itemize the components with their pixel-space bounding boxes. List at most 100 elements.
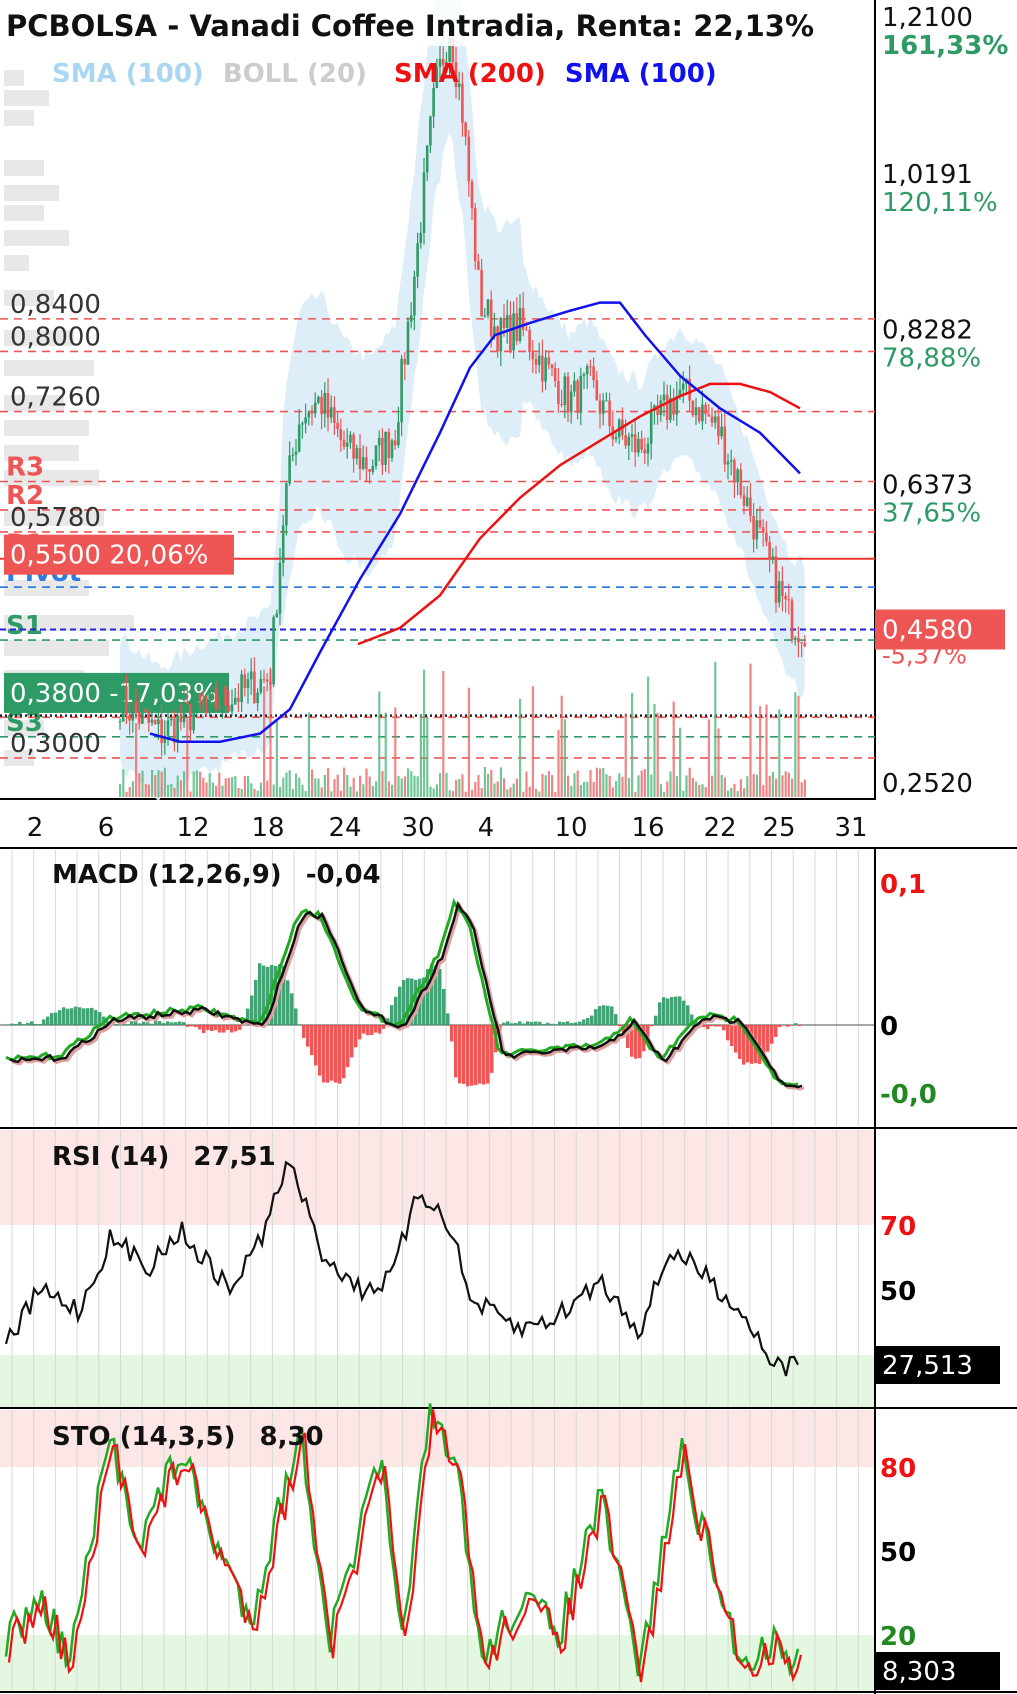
- volume-bar: [371, 785, 374, 797]
- volume-bar: [682, 790, 685, 797]
- volume-bar: [512, 783, 515, 797]
- volume-bar: [131, 781, 134, 797]
- macd-hist-bar: [406, 978, 410, 1025]
- sto-tick-50: 50: [880, 1538, 916, 1568]
- volume-bar: [659, 784, 662, 797]
- volume-bar: [746, 776, 749, 797]
- rsi-overbought-zone: [0, 1130, 875, 1225]
- candle-body: [489, 299, 493, 337]
- volume-bar: [333, 779, 336, 797]
- level-label: S1: [6, 611, 43, 641]
- macd-hist-bar: [486, 1025, 490, 1084]
- macd-hist-bar: [778, 1025, 782, 1028]
- candle-body: [745, 497, 749, 506]
- volume-bar: [429, 786, 432, 797]
- volume-bar: [199, 771, 202, 797]
- volume-bar: [163, 767, 166, 797]
- macd-hist-bar: [390, 1005, 394, 1025]
- candle-body: [422, 172, 426, 233]
- macd-hist-bar: [126, 1024, 130, 1025]
- candle-body: [713, 416, 717, 423]
- legend-sma200: SMA (200): [394, 59, 546, 89]
- volume-profile-bar: [4, 360, 94, 376]
- macd-hist-bar: [290, 993, 294, 1025]
- candle-body: [681, 383, 685, 390]
- volume-bar: [791, 778, 794, 797]
- macd-hist-bar: [646, 1025, 650, 1039]
- volume-profile-bar: [4, 720, 44, 736]
- volume-bar: [355, 791, 358, 797]
- macd-hist-bar: [26, 1022, 30, 1025]
- volume-bar: [490, 769, 493, 797]
- volume-bar: [195, 770, 198, 797]
- volume-bar: [320, 787, 323, 797]
- candle-body: [579, 375, 583, 413]
- candle-body: [726, 461, 730, 465]
- volume-bar: [576, 770, 579, 797]
- candle-body: [262, 679, 266, 681]
- candle-body: [576, 380, 579, 413]
- macd-hist-bar: [90, 1007, 94, 1025]
- macd-tick-bottom: -0,0: [880, 1080, 937, 1110]
- candle-body: [400, 358, 403, 423]
- candle-body: [573, 380, 576, 392]
- candle-body: [701, 404, 704, 422]
- volume-bar: [797, 695, 800, 797]
- candle-body: [288, 455, 291, 484]
- volume-bar: [570, 785, 573, 797]
- candle-body: [541, 355, 544, 382]
- candle-body: [637, 438, 640, 453]
- candle-body: [390, 440, 394, 458]
- rsi-tick-50: 50: [880, 1277, 916, 1307]
- volume-bar: [167, 784, 170, 797]
- volume-bar: [755, 774, 758, 797]
- macd-hist-bar: [606, 1005, 610, 1025]
- volume-bar: [339, 790, 342, 797]
- macd-hist-bar: [186, 1025, 190, 1027]
- candle-body: [787, 599, 791, 601]
- volume-bar: [410, 771, 413, 797]
- volume-bar: [343, 767, 346, 797]
- candle-body: [717, 416, 720, 437]
- candle-body: [797, 637, 800, 643]
- candle-body: [483, 315, 487, 317]
- macd-hist-bar: [314, 1025, 318, 1066]
- candle-body: [285, 483, 288, 526]
- date-tick: 22: [703, 813, 736, 843]
- level-badge: [4, 534, 234, 575]
- level-label: 0,5780: [10, 503, 101, 533]
- candle-body: [499, 318, 503, 352]
- volume-bar: [275, 720, 278, 797]
- volume-bar: [138, 773, 141, 797]
- chart-title: PCBOLSA - Vanadi Coffee Intradia, Renta:…: [6, 9, 814, 43]
- rsi-title: RSI (14) 27,51: [52, 1142, 276, 1172]
- candle-body: [214, 687, 218, 708]
- macd-hist-bar: [166, 1021, 170, 1025]
- candle-body: [429, 116, 432, 146]
- candle-body: [291, 454, 295, 456]
- volume-bar: [506, 789, 509, 797]
- volume-bar: [551, 775, 554, 797]
- macd-hist-bar: [302, 1025, 306, 1038]
- macd-hist-bar: [634, 1025, 638, 1059]
- candle-body: [659, 400, 663, 415]
- volume-bar: [563, 719, 566, 797]
- volume-bar: [263, 686, 266, 797]
- macd-hist-bar: [650, 1025, 654, 1027]
- candle-body: [736, 469, 739, 483]
- volume-bar: [653, 704, 656, 797]
- candle-body: [525, 329, 528, 331]
- macd-hist-bar: [334, 1025, 338, 1083]
- volume-bar: [480, 788, 483, 797]
- candle-body: [246, 679, 250, 688]
- macd-hist-bar: [798, 1025, 802, 1027]
- volume-bar: [416, 776, 419, 797]
- volume-bar: [493, 783, 496, 797]
- candle-body: [752, 516, 755, 540]
- macd-hist-bar: [34, 1023, 38, 1025]
- candle-body: [509, 315, 512, 351]
- candle-body: [227, 705, 231, 712]
- candle-body: [355, 448, 359, 459]
- candle-body: [781, 580, 784, 596]
- legend-boll20: BOLL (20): [223, 59, 367, 89]
